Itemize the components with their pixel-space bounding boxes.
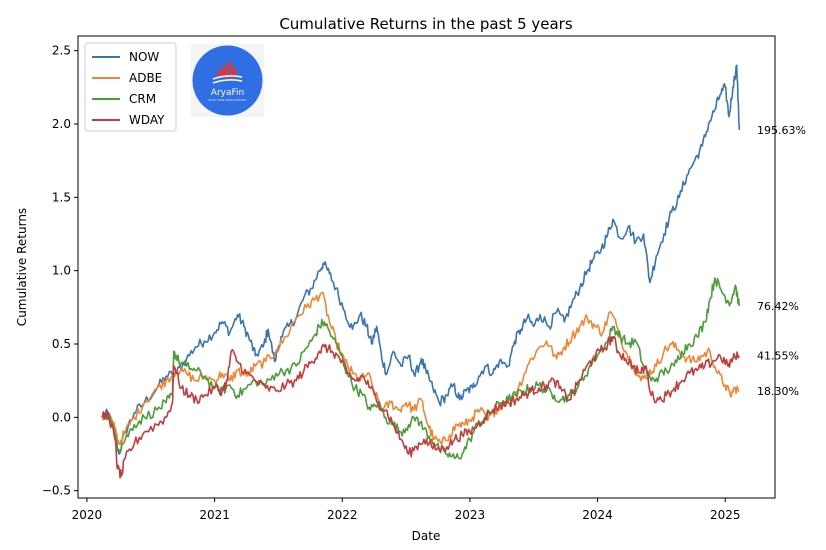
x-tick-label: 2023	[455, 508, 486, 522]
x-tick-label: 2024	[582, 508, 613, 522]
series-line-adbe	[101, 291, 740, 445]
end-value-labels: 195.63% 76.42% 41.55% 18.30%	[757, 124, 806, 398]
y-tick-label: −0.5	[42, 484, 71, 498]
y-tick-label: 0.5	[52, 337, 71, 351]
x-axis: 2020 2021 2022 2023 2024 2025	[72, 498, 741, 522]
y-tick-label: 2.0	[52, 117, 71, 131]
x-tick-label: 2025	[710, 508, 741, 522]
legend-label-adbe: ADBE	[129, 71, 162, 85]
series-lines	[101, 64, 741, 479]
legend: NOW ADBE CRM WDAY	[84, 42, 177, 132]
logo-tagline: BUILD YOUR OWN PLATFORM	[209, 98, 247, 102]
legend-label-wday: WDAY	[129, 113, 165, 127]
y-axis-title: Cumulative Returns	[15, 208, 29, 326]
y-tick-label: 2.5	[52, 44, 71, 58]
aryafin-logo: AryaFin BUILD YOUR OWN PLATFORM	[191, 44, 264, 117]
logo-text: AryaFin	[211, 88, 244, 98]
x-tick-label: 2020	[72, 508, 103, 522]
y-tick-label: 0.0	[52, 410, 71, 424]
y-tick-label: 1.5	[52, 190, 71, 204]
legend-label-crm: CRM	[129, 92, 156, 106]
end-label-wday: 41.55%	[757, 350, 799, 363]
plot-frame	[77, 35, 776, 499]
y-tick-label: 1.0	[52, 264, 71, 278]
legend-label-now: NOW	[129, 50, 159, 64]
bar-chart-icon	[212, 62, 243, 84]
end-label-adbe: 18.30%	[757, 385, 799, 398]
x-axis-title: Date	[412, 529, 441, 543]
y-axis: −0.5 0.0 0.5 1.0 1.5 2.0 2.5	[42, 44, 78, 498]
series-line-wday	[101, 335, 741, 479]
legend-box	[84, 42, 177, 132]
end-label-now: 195.63%	[757, 124, 806, 137]
end-label-crm: 76.42%	[757, 300, 799, 313]
x-tick-label: 2022	[327, 508, 358, 522]
series-line-now	[101, 64, 741, 455]
chart-title: Cumulative Returns in the past 5 years	[279, 15, 573, 33]
x-tick-label: 2021	[199, 508, 230, 522]
